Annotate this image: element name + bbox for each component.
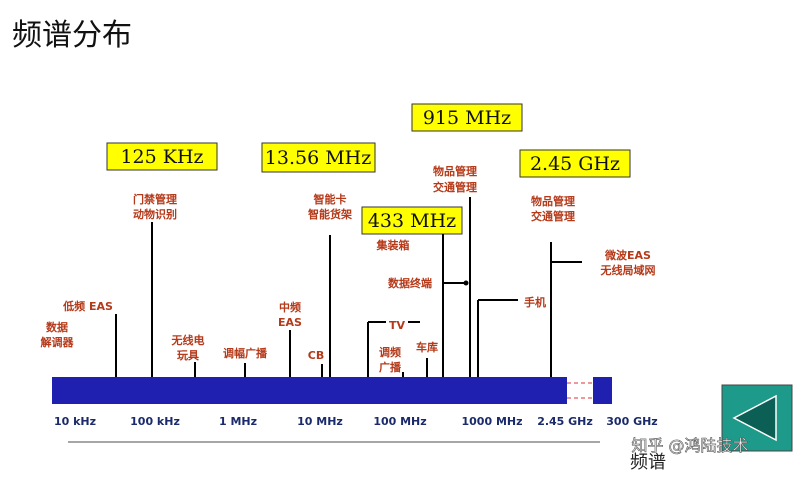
app-label: 智能货架: [308, 207, 352, 221]
watermark: 知乎 @鸿陆技术: [631, 436, 748, 455]
highlight-label: 433 MHz: [368, 210, 456, 232]
app-label: 动物识别: [133, 207, 177, 221]
app-label: 玩具: [177, 349, 199, 362]
highlight-label: 125 KHz: [120, 146, 203, 168]
app-label: TV: [389, 319, 406, 332]
highlight-label: 13.56 MHz: [265, 147, 371, 169]
highlight-box: [261, 142, 376, 173]
play-icon: [732, 394, 777, 442]
app-label: 数据终端: [388, 276, 432, 290]
connector-lines: [115, 197, 582, 377]
band-label: 10 MHz: [297, 415, 343, 428]
band-label: 100 MHz: [373, 415, 426, 428]
app-label: EAS: [278, 316, 302, 329]
app-label: 手机: [524, 295, 546, 309]
app-label: 智能卡: [314, 192, 347, 206]
app-label: 无线电: [171, 333, 205, 347]
app-label: 调频: [379, 345, 401, 359]
app-label: 门禁管理: [133, 192, 177, 206]
highlight-box: [361, 206, 463, 235]
app-label: 车库: [416, 340, 438, 354]
app-label: 交通管理: [531, 209, 575, 223]
app-label: 解调器: [41, 335, 75, 349]
spectrum-bar: [593, 377, 612, 404]
highlight-box: [411, 103, 523, 132]
band-label: 10 kHz: [54, 415, 96, 428]
axis-title: 频谱: [630, 452, 666, 473]
app-label: 中频: [279, 300, 301, 314]
app-label: 微波EAS: [604, 248, 651, 262]
app-label: 数据: [46, 320, 68, 334]
app-label: 低频 EAS: [62, 299, 113, 313]
highlight-box: [519, 149, 631, 178]
spectrum-bar: [52, 377, 567, 404]
app-label: CB: [308, 349, 324, 362]
band-label: 1000 MHz: [462, 415, 523, 428]
highlight-label: 915 MHz: [423, 107, 511, 129]
app-label: 无线局域网: [600, 263, 656, 277]
band-label: 300 GHz: [606, 415, 657, 428]
band-label: 1 MHz: [219, 415, 257, 428]
app-label: 物品管理: [531, 194, 575, 208]
app-label: 交通管理: [433, 180, 477, 194]
app-label: 广播: [379, 360, 402, 374]
slide-title: 频谱分布: [12, 18, 132, 53]
app-label: 物品管理: [433, 164, 477, 178]
highlight-box: [106, 142, 218, 171]
highlight-label: 2.45 GHz: [530, 153, 620, 175]
app-label: 调幅广播: [223, 346, 268, 360]
band-label: 2.45 GHz: [537, 415, 593, 428]
app-label: 集装箱: [376, 238, 410, 252]
band-label: 100 kHz: [130, 415, 180, 428]
